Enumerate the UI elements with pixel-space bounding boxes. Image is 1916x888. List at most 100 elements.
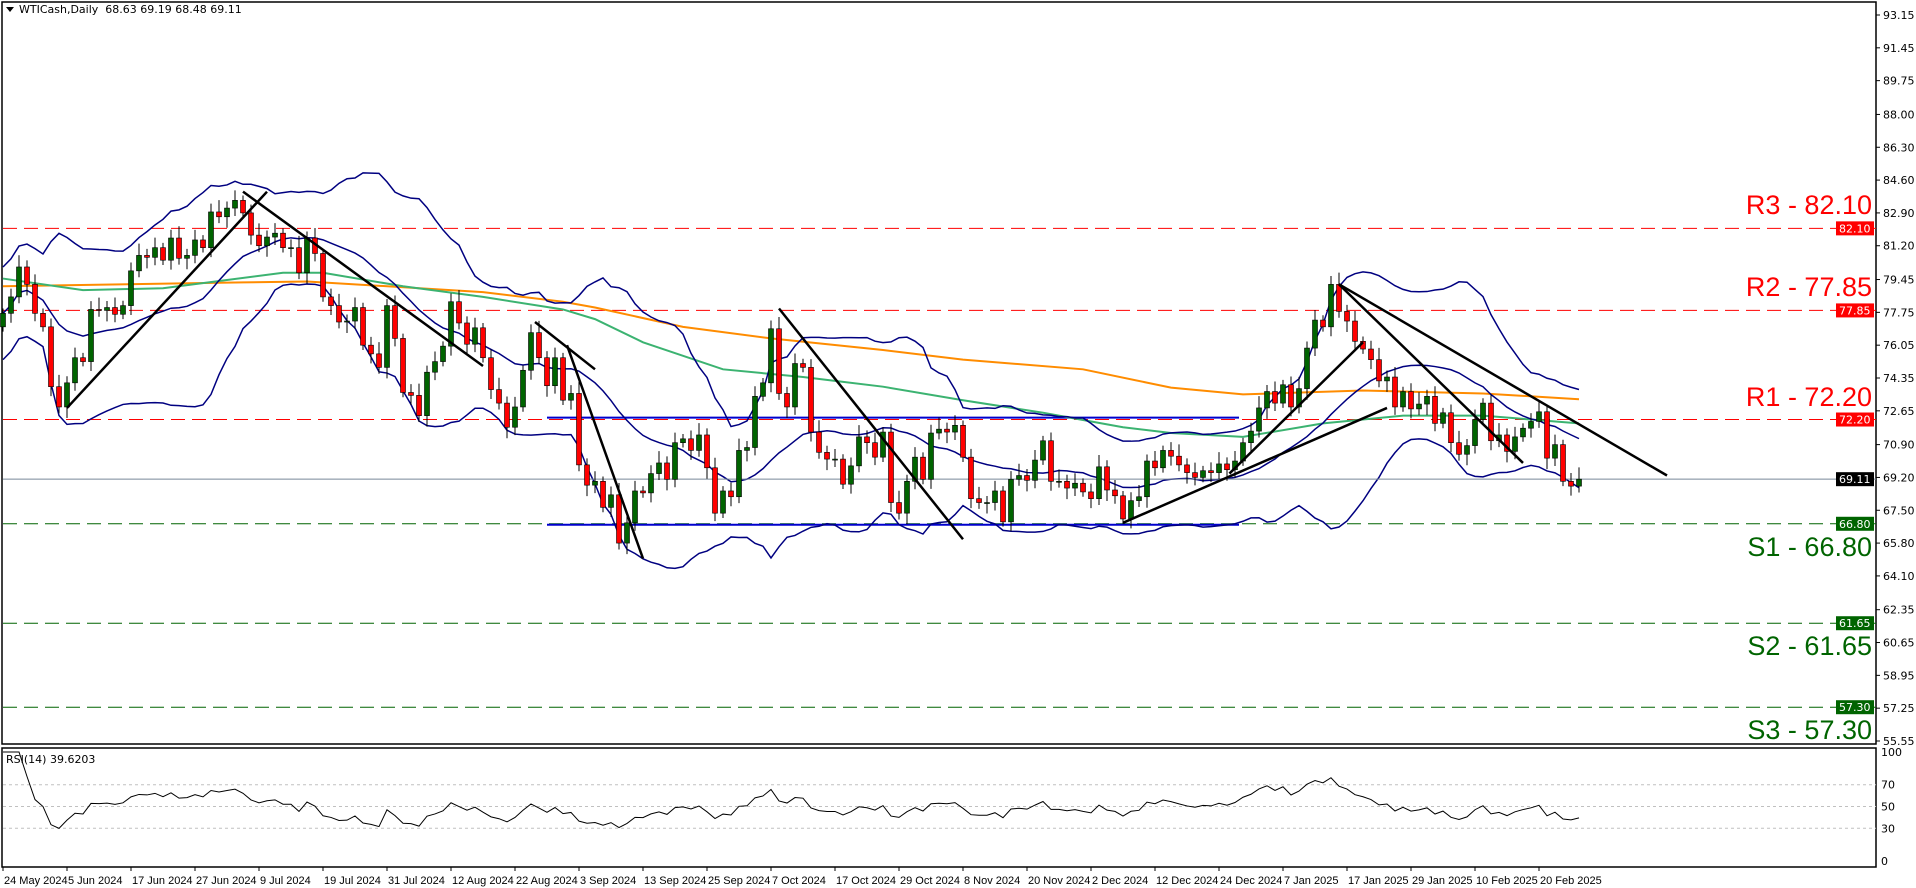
candle-body [192,239,198,256]
date-axis-label: 8 Nov 2024 [964,875,1020,887]
date-axis-label: 9 Jul 2024 [260,875,311,887]
candle-body [840,458,846,485]
candle [536,320,542,365]
candle-body [704,434,710,469]
candle [112,297,118,323]
candle [624,516,630,555]
candle-body [1560,444,1566,482]
candle [544,351,550,397]
candle [1440,407,1446,429]
candle [488,349,494,400]
candle [872,432,878,466]
candle [816,420,822,459]
candle-body [1088,491,1094,499]
candle [56,374,62,414]
trendline [1338,283,1524,464]
candle-body [552,357,558,387]
candle [344,314,350,334]
collapse-triangle-icon[interactable] [6,7,14,12]
candle-body [632,490,638,524]
date-axis-label: 20 Nov 2024 [1028,875,1090,887]
candle [248,204,254,245]
candle [464,316,470,356]
candle-body [152,247,158,258]
candle [664,456,670,491]
candle [1568,472,1574,496]
candle [128,262,134,316]
candle [808,359,814,442]
candle-body [536,332,542,359]
candle-body [448,301,454,347]
candle [328,288,334,316]
candle-body [488,357,494,390]
candle-body [144,255,150,258]
candle-body [1480,402,1486,420]
price-axis-label: 62.35 [1883,604,1915,617]
candle [1528,413,1534,438]
date-axis-label: 12 Aug 2024 [452,875,514,887]
candle-body [568,393,574,401]
trendline [1228,341,1364,475]
price-axis-label: 91.45 [1883,42,1915,55]
candle-body [1328,284,1334,328]
date-axis-label: 17 Oct 2024 [836,875,896,887]
level-label-r3: R3 - 82.10 [1745,190,1872,221]
candle [1416,392,1422,416]
candle-body [744,447,750,451]
candle-body [1024,475,1030,481]
candle-body [1520,427,1526,438]
candle-body [832,458,838,461]
candle-body [880,431,886,458]
candle-body [96,309,102,311]
date-axis-label: 17 Jan 2025 [1348,875,1409,887]
candle [160,242,166,266]
candle [352,297,358,329]
candle [1080,478,1086,497]
rsi-panel-frame [1,747,1877,868]
candle [32,274,38,322]
candle [864,430,870,454]
date-axis-label: 19 Jul 2024 [324,875,381,887]
candle [80,352,86,367]
candle-body [1552,444,1558,459]
candle-body [136,255,142,272]
candle-body [1272,391,1278,404]
candle [1088,483,1094,509]
candle [240,195,246,218]
candle-body [944,428,950,433]
candle [496,377,502,410]
candle-body [1448,412,1454,443]
candle-body [1176,455,1182,466]
candle [1200,465,1206,483]
candle [1480,398,1486,425]
price-axis-label: 93.15 [1883,9,1915,22]
candle-body [1344,311,1350,322]
candle-body [176,237,182,259]
candle-body [1008,479,1014,523]
candle-body [1432,396,1438,424]
candle-body [256,234,262,247]
candle [1272,381,1278,412]
bollinger-middle-band [2,236,1580,489]
candle-body [1296,388,1302,408]
candle [1520,423,1526,442]
candle [1104,460,1110,501]
candle-body [688,438,694,451]
price-axis-label: 70.90 [1883,439,1915,452]
candle-body [1544,411,1550,459]
date-axis-label: 25 Sep 2024 [708,875,770,887]
candle [448,293,454,356]
candle-body [696,434,702,451]
candle-body [352,307,358,322]
candle [296,235,302,280]
date-axis-label: 24 Dec 2024 [1220,875,1282,887]
candle [400,333,406,398]
candle-body [648,473,654,494]
current-price-tag [1836,472,1874,487]
rsi-label: RSI(14) 39.6203 [6,753,96,766]
candle [1328,276,1334,337]
candle [1208,462,1214,483]
date-axis-label: 7 Oct 2024 [772,875,826,887]
trendline [1338,283,1668,477]
